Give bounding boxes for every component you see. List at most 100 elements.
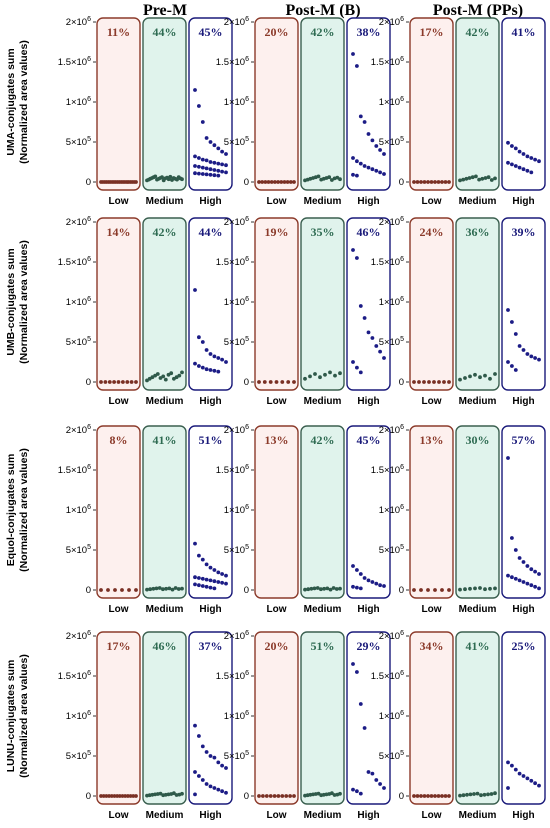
data-point <box>176 587 181 591</box>
data-point <box>204 367 209 372</box>
y-tick-label: 1×106 <box>66 296 91 308</box>
data-point <box>220 580 225 585</box>
data-point <box>378 148 382 152</box>
data-point <box>486 792 490 797</box>
percentage-label: 24% <box>420 225 444 239</box>
y-tick-label: 1.5×106 <box>371 670 404 682</box>
y-tick-label: 5×105 <box>379 136 404 148</box>
data-point <box>433 180 437 184</box>
data-point <box>382 584 386 588</box>
data-point <box>212 586 217 591</box>
group-box-low <box>409 425 454 599</box>
percentage-label: 14% <box>107 225 131 239</box>
data-point <box>537 159 541 164</box>
data-point <box>426 794 430 798</box>
data-point <box>288 794 292 798</box>
group-box-low <box>96 631 141 805</box>
y-tick-label: 5×105 <box>379 336 404 348</box>
data-point <box>436 794 441 798</box>
data-point <box>106 588 110 592</box>
data-point <box>478 586 482 590</box>
data-point <box>279 180 284 184</box>
data-point <box>200 584 205 588</box>
group-box-medium <box>455 217 500 391</box>
data-point <box>257 380 261 384</box>
y-tick-label: 1.5×106 <box>216 256 249 268</box>
group-box-low <box>409 17 454 191</box>
data-point <box>204 584 209 589</box>
category-label: Low <box>267 396 287 407</box>
y-tick-label: 5×105 <box>379 750 404 762</box>
data-point <box>533 569 537 574</box>
data-point <box>208 160 213 164</box>
category-label: High <box>512 196 534 207</box>
y-tick-label: 1×106 <box>379 710 404 722</box>
data-point <box>483 373 487 378</box>
data-point <box>197 156 201 160</box>
y-tick-label: 0 <box>399 585 404 596</box>
y-tick-label: 2×106 <box>224 424 249 436</box>
data-point <box>148 587 153 592</box>
data-point <box>463 376 467 380</box>
y-tick-label: 2×106 <box>224 630 249 642</box>
data-point <box>433 588 437 592</box>
percentage-label: 37% <box>199 639 223 653</box>
data-point <box>374 778 379 782</box>
data-point <box>415 794 420 798</box>
data-point <box>268 794 273 798</box>
percentage-label: 42% <box>311 433 335 447</box>
data-point <box>280 794 285 798</box>
data-point <box>506 786 510 790</box>
data-point <box>529 583 534 588</box>
data-point <box>482 792 487 797</box>
data-point <box>429 180 434 184</box>
data-point <box>261 794 265 798</box>
data-point <box>224 573 228 578</box>
data-point <box>224 581 228 586</box>
data-point <box>208 565 213 570</box>
data-point <box>488 376 492 381</box>
data-point <box>366 770 371 774</box>
category-label: Low <box>422 810 442 821</box>
y-tick-label: 0 <box>244 585 249 596</box>
data-point <box>318 375 322 380</box>
group-box-medium <box>455 631 500 805</box>
data-point <box>366 132 371 136</box>
data-point <box>355 568 359 572</box>
data-point <box>510 364 514 368</box>
percentage-label: 36% <box>466 225 490 239</box>
y-tick-label: 5×105 <box>66 336 91 348</box>
group-box-medium <box>300 425 345 599</box>
category-label: Medium <box>459 196 497 207</box>
y-tick-label: 0 <box>86 377 91 388</box>
percentage-label: 30% <box>466 433 490 447</box>
y-tick-label: 2×106 <box>379 424 404 436</box>
data-point <box>212 160 217 165</box>
y-tick-label: 0 <box>86 585 91 596</box>
y-tick-label: 0 <box>399 791 404 802</box>
data-point <box>506 140 510 145</box>
data-point <box>193 288 197 292</box>
data-point <box>521 774 526 778</box>
y-tick-label: 1.5×106 <box>58 256 91 268</box>
data-point <box>529 156 534 160</box>
data-point <box>197 583 201 588</box>
data-point <box>537 357 541 362</box>
data-point <box>513 164 518 168</box>
category-label: High <box>512 396 534 407</box>
y-tick-label: 1×106 <box>379 296 404 308</box>
data-point <box>121 380 125 384</box>
category-label: Low <box>267 810 287 821</box>
data-point <box>103 380 108 384</box>
data-point <box>521 560 526 564</box>
data-point <box>533 584 537 589</box>
data-point <box>464 176 469 181</box>
data-point <box>164 586 169 591</box>
data-point <box>412 794 416 798</box>
data-point <box>517 771 522 776</box>
category-label: High <box>357 810 379 821</box>
y-tick-label: 1.5×106 <box>216 56 249 68</box>
category-label: High <box>357 196 379 207</box>
data-point <box>529 170 534 175</box>
data-point <box>200 340 205 344</box>
